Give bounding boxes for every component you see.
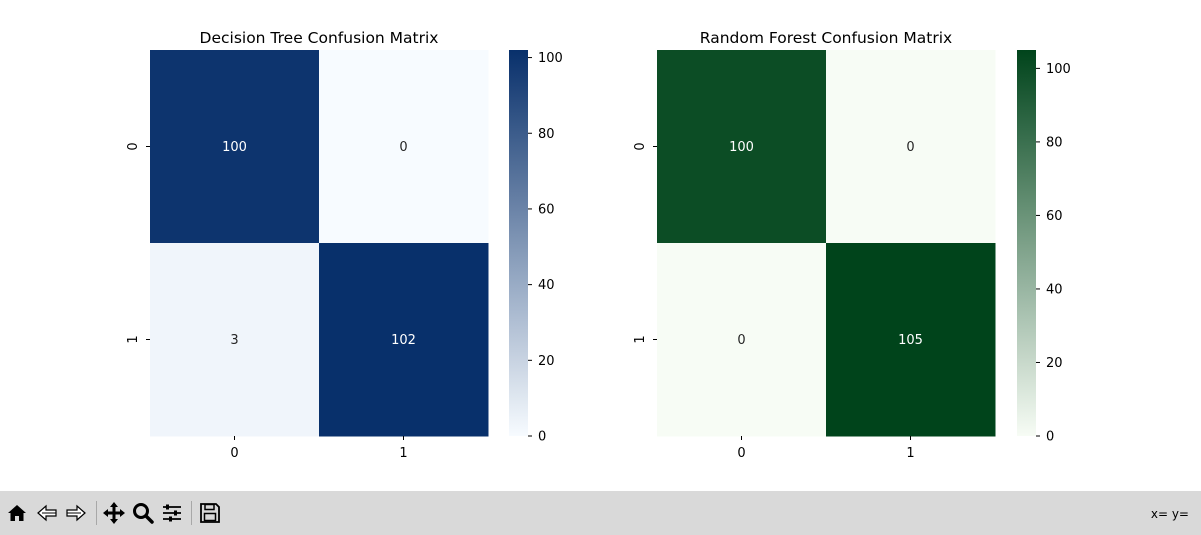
y-tick-label: 1 <box>126 335 141 343</box>
cell-value-label: 0 <box>399 140 407 155</box>
colorbar-tick-label: 60 <box>538 202 555 217</box>
cell-value-label: 0 <box>906 140 914 155</box>
toolbar-separator <box>96 501 97 525</box>
y-tick-label: 0 <box>633 142 648 150</box>
cell-value-label: 102 <box>391 333 416 348</box>
colorbar <box>1017 50 1036 436</box>
heatmap-cell <box>657 243 827 437</box>
back-icon[interactable] <box>34 500 60 526</box>
pan-icon[interactable] <box>101 500 127 526</box>
save-icon[interactable] <box>197 500 223 526</box>
colorbar-tick-label: 40 <box>538 278 555 293</box>
coordinate-readout: x= y= <box>1150 507 1189 521</box>
x-tick-label: 0 <box>737 446 745 461</box>
home-icon[interactable] <box>4 500 30 526</box>
heatmap-cell <box>319 243 489 437</box>
x-tick-label: 0 <box>230 446 238 461</box>
navigation-toolbar: x= y= <box>0 491 1201 535</box>
forward-icon[interactable] <box>63 500 89 526</box>
colorbar-tick-label: 80 <box>1046 135 1063 150</box>
cell-value-label: 100 <box>729 140 754 155</box>
heatmap-cell <box>150 243 320 437</box>
configure-icon[interactable] <box>159 500 185 526</box>
colorbar-tick-label: 20 <box>538 354 555 369</box>
x-tick-label: 1 <box>399 446 407 461</box>
y-tick-label: 1 <box>633 335 648 343</box>
colorbar-tick-label: 100 <box>1046 62 1071 77</box>
heatmap-cell <box>826 50 996 244</box>
zoom-icon[interactable] <box>130 500 156 526</box>
heatmap-cell <box>150 50 320 244</box>
colorbar-tick-label: 80 <box>538 127 555 142</box>
heatmap-cell <box>826 243 996 437</box>
chart-title: Random Forest Confusion Matrix <box>700 29 952 47</box>
cell-value-label: 3 <box>230 333 238 348</box>
colorbar-tick-label: 20 <box>1046 356 1063 371</box>
x-tick-label: 1 <box>906 446 914 461</box>
cell-value-label: 105 <box>898 333 923 348</box>
cell-value-label: 0 <box>737 333 745 348</box>
heatmap-cell <box>657 50 827 244</box>
heatmap-cell <box>319 50 489 244</box>
y-tick-label: 0 <box>126 142 141 150</box>
colorbar-tick-label: 0 <box>538 430 546 445</box>
colorbar-tick-label: 60 <box>1046 209 1063 224</box>
colorbar <box>509 50 528 436</box>
cell-value-label: 100 <box>222 140 247 155</box>
colorbar-tick-label: 100 <box>538 51 563 66</box>
toolbar-separator <box>191 501 192 525</box>
colorbar-tick-label: 0 <box>1046 430 1054 445</box>
colorbar-tick-label: 40 <box>1046 282 1063 297</box>
chart-title: Decision Tree Confusion Matrix <box>200 29 439 47</box>
